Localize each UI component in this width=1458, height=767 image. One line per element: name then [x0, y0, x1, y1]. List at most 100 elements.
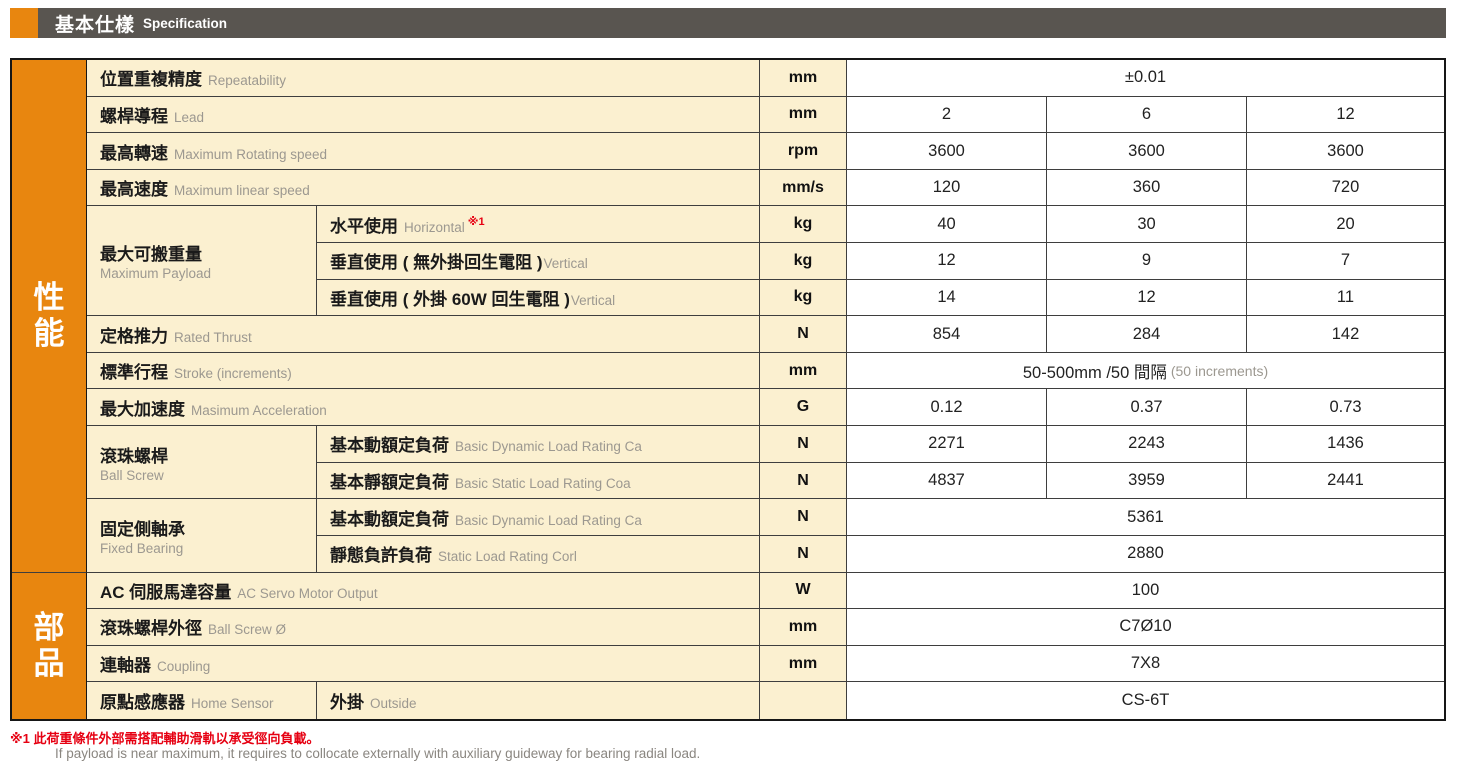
unit-cell: G: [760, 389, 847, 427]
unit-cell: rpm: [760, 133, 847, 170]
value-text: 2880: [1127, 544, 1164, 563]
label-zh: 標準行程: [100, 363, 168, 383]
value-text: 50-500mm /50 間隔: [1022, 363, 1167, 382]
value-cell: ±0.01: [847, 60, 1444, 97]
unit-text: mm: [788, 361, 818, 379]
value-text: 3959: [1128, 471, 1165, 490]
value-cell: 12: [1047, 279, 1247, 317]
value-cell: 7X8: [847, 645, 1444, 683]
label-zh: 靜態負許負荷: [330, 546, 432, 566]
value-text: 142: [1331, 324, 1360, 343]
value-text: 7: [1340, 251, 1351, 270]
row-stroke-label: 標準行程 Stroke (increments): [87, 352, 760, 390]
value-text: 0.73: [1329, 397, 1362, 416]
value-text: CS-6T: [1121, 691, 1170, 710]
value-text: 2271: [928, 434, 965, 453]
value-cell: 4837: [847, 462, 1047, 500]
value-cell: 2243: [1047, 426, 1247, 463]
row-fixed-bearing-static-label: 靜態負許負荷 Static Load Rating Corl: [317, 535, 760, 573]
row-coupling-label: 連軸器 Coupling: [87, 645, 760, 683]
unit-text: rpm: [787, 142, 819, 160]
label-en: Static Load Rating Corl: [438, 549, 577, 565]
value-text: 30: [1137, 214, 1156, 233]
unit-cell: mm: [760, 352, 847, 390]
value-cell: C7Ø10: [847, 609, 1444, 646]
label-en: Repeatability: [208, 73, 287, 89]
section-title-bar: 基本仕樣 Specification: [38, 8, 1446, 38]
group-label-en: Fixed Bearing: [100, 540, 184, 556]
value-note: (50 increments): [1170, 362, 1269, 379]
unit-cell: N: [760, 535, 847, 573]
label-zh: 定格推力: [100, 326, 168, 346]
label-en: Maximum linear speed: [174, 183, 310, 199]
unit-text: G: [796, 398, 810, 416]
row-ball-screw-od-label: 滾珠螺桿外徑 Ball Screw Ø: [87, 609, 760, 646]
label-en: Vertical: [570, 292, 616, 308]
label-en: Masimum Acceleration: [191, 402, 327, 418]
row-rated-thrust-label: 定格推力 Rated Thrust: [87, 316, 760, 353]
row-lead-label: 螺桿導程 Lead: [87, 96, 760, 134]
label-zh: 原點感應器: [100, 693, 185, 713]
label-en: Rated Thrust: [174, 329, 252, 345]
value-text: 7X8: [1130, 654, 1161, 673]
section-label-performance-text: 性能: [33, 280, 65, 351]
value-cell: CS-6T: [847, 682, 1444, 719]
value-text: 20: [1336, 214, 1355, 233]
value-cell: 284: [1047, 316, 1247, 353]
value-cell: 3959: [1047, 462, 1247, 500]
value-cell: 1436: [1247, 426, 1444, 463]
row-home-sensor-label: 原點感應器 Home Sensor: [87, 682, 317, 719]
row-max-rotating-speed-label: 最高轉速 Maximum Rotating speed: [87, 133, 760, 170]
label-en: Basic Dynamic Load Rating Ca: [455, 512, 642, 528]
value-text: 5361: [1127, 507, 1164, 526]
group-max-payload: 最大可搬重量 Maximum Payload: [87, 206, 317, 317]
unit-cell: kg: [760, 279, 847, 317]
label-en: Ball Screw Ø: [208, 622, 287, 638]
value-text: 3600: [1128, 141, 1165, 160]
value-cell: 720: [1247, 169, 1444, 207]
value-text: ±0.01: [1124, 68, 1167, 87]
row-fixed-bearing-dynamic-label: 基本動額定負荷 Basic Dynamic Load Rating Ca: [317, 499, 760, 536]
value-text: 284: [1132, 324, 1161, 343]
label-en: Lead: [174, 109, 205, 125]
value-cell: 3600: [847, 133, 1047, 170]
label-zh: 垂直使用 ( 外掛 60W 回生電阻 ): [330, 289, 570, 309]
value-text: 11: [1336, 287, 1355, 306]
unit-cell: N: [760, 462, 847, 500]
value-text: 3600: [1327, 141, 1364, 160]
value-text: 3600: [928, 141, 965, 160]
value-cell: 20: [1247, 206, 1444, 244]
value-text: 2: [941, 104, 952, 123]
label-en: Vertical: [543, 256, 588, 272]
page-title-zh: 基本仕樣: [55, 14, 136, 36]
label-en: Coupling: [157, 659, 211, 675]
label-en: Horizontal: [404, 219, 465, 235]
unit-text: N: [797, 508, 809, 526]
unit-text: kg: [793, 251, 813, 269]
section-label-performance: 性能: [12, 60, 87, 573]
specification-table: 性能 部品 位置重複精度 Repeatability mm ±0.01 螺桿導程 L…: [10, 58, 1446, 721]
value-cell: 120: [847, 169, 1047, 207]
label-zh: 位置重複精度: [100, 70, 202, 90]
value-cell: 30: [1047, 206, 1247, 244]
value-cell: 3600: [1247, 133, 1444, 170]
value-cell: 7: [1247, 243, 1444, 280]
unit-cell: mm: [760, 609, 847, 646]
row-ball-screw-static-label: 基本靜額定負荷 Basic Static Load Rating Coa: [317, 462, 760, 500]
value-cell: 5361: [847, 499, 1444, 536]
group-ball-screw: 滾珠螺桿 Ball Screw: [87, 426, 317, 500]
value-text: 100: [1131, 580, 1160, 599]
label-zh: 最高速度: [100, 180, 168, 200]
value-text: 854: [932, 324, 961, 343]
value-text: 6: [1141, 104, 1152, 123]
value-cell: 40: [847, 206, 1047, 244]
unit-cell: W: [760, 572, 847, 610]
unit-text: N: [797, 325, 809, 343]
section-label-parts-text: 部品: [33, 610, 65, 681]
unit-text: N: [797, 434, 809, 452]
value-text: 120: [932, 178, 961, 197]
value-text: 360: [1132, 178, 1161, 197]
value-cell: 6: [1047, 96, 1247, 134]
value-cell: 854: [847, 316, 1047, 353]
accent-square: [10, 8, 38, 38]
